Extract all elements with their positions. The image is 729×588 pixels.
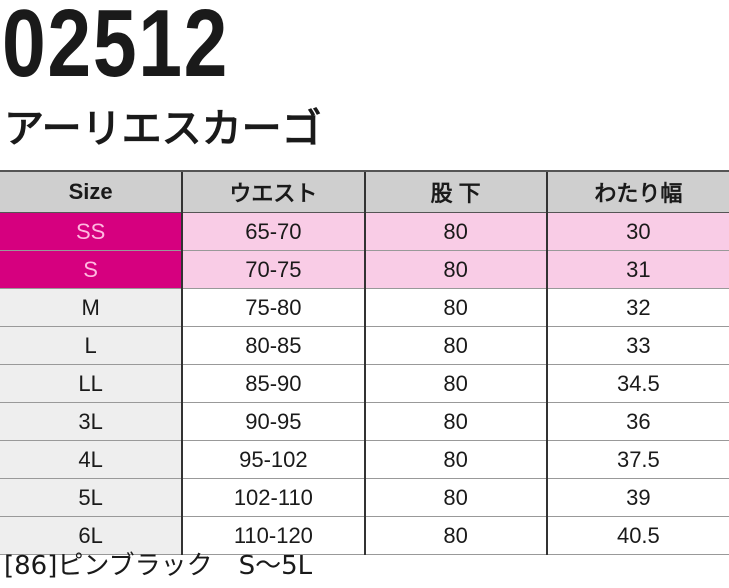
inseam-cell: 80 (363, 478, 547, 517)
size-cell: SS (0, 212, 183, 251)
size-cell: S (0, 250, 183, 289)
table-row: L 80-85 80 33 (0, 326, 729, 365)
size-cell: 4L (0, 440, 183, 479)
waist-cell: 65-70 (181, 212, 365, 251)
waist-cell: 80-85 (181, 326, 365, 365)
table-row: SS 65-70 80 30 (0, 212, 729, 251)
waist-cell: 85-90 (181, 364, 365, 403)
table-row: 5L 102-110 80 39 (0, 478, 729, 517)
inseam-cell: 80 (363, 212, 547, 251)
waist-cell: 102-110 (181, 478, 365, 517)
thigh-cell: 37.5 (545, 440, 729, 479)
thigh-cell: 39 (545, 478, 729, 517)
table-row: LL 85-90 80 34.5 (0, 364, 729, 403)
inseam-cell: 80 (363, 516, 547, 555)
inseam-cell: 80 (363, 288, 547, 327)
size-table: Size ウエスト 股 下 わたり幅 SS 65-70 80 30 S 70-75 80 31… (0, 170, 729, 555)
thigh-cell: 32 (545, 288, 729, 327)
thigh-cell: 34.5 (545, 364, 729, 403)
size-cell: 6L (0, 516, 183, 555)
waist-cell: 95-102 (181, 440, 365, 479)
inseam-cell: 80 (363, 364, 547, 403)
header-size: Size (0, 170, 183, 213)
inseam-cell: 80 (363, 326, 547, 365)
table-row: 6L 110-120 80 40.5 (0, 516, 729, 555)
thigh-cell: 31 (545, 250, 729, 289)
thigh-cell: 33 (545, 326, 729, 365)
table-row: 4L 95-102 80 37.5 (0, 440, 729, 479)
size-cell: LL (0, 364, 183, 403)
waist-cell: 90-95 (181, 402, 365, 441)
color-size-note: [86]ピンブラック S〜5L (4, 551, 313, 581)
size-cell: M (0, 288, 183, 327)
thigh-cell: 36 (545, 402, 729, 441)
thigh-cell: 30 (545, 212, 729, 251)
waist-cell: 70-75 (181, 250, 365, 289)
header-waist: ウエスト (181, 170, 365, 213)
inseam-cell: 80 (363, 440, 547, 479)
product-name: アーリエスカーゴ (4, 106, 322, 152)
inseam-cell: 80 (363, 250, 547, 289)
waist-cell: 110-120 (181, 516, 365, 555)
size-cell: 3L (0, 402, 183, 441)
table-row: 3L 90-95 80 36 (0, 402, 729, 441)
inseam-cell: 80 (363, 402, 547, 441)
product-code: 02512 (2, 0, 230, 97)
table-row: S 70-75 80 31 (0, 250, 729, 289)
table-row: M 75-80 80 32 (0, 288, 729, 327)
size-cell: 5L (0, 478, 183, 517)
waist-cell: 75-80 (181, 288, 365, 327)
header-inseam: 股 下 (363, 170, 547, 213)
size-cell: L (0, 326, 183, 365)
thigh-cell: 40.5 (545, 516, 729, 555)
header-thigh: わたり幅 (545, 170, 729, 213)
table-header-row: Size ウエスト 股 下 わたり幅 (0, 170, 729, 213)
